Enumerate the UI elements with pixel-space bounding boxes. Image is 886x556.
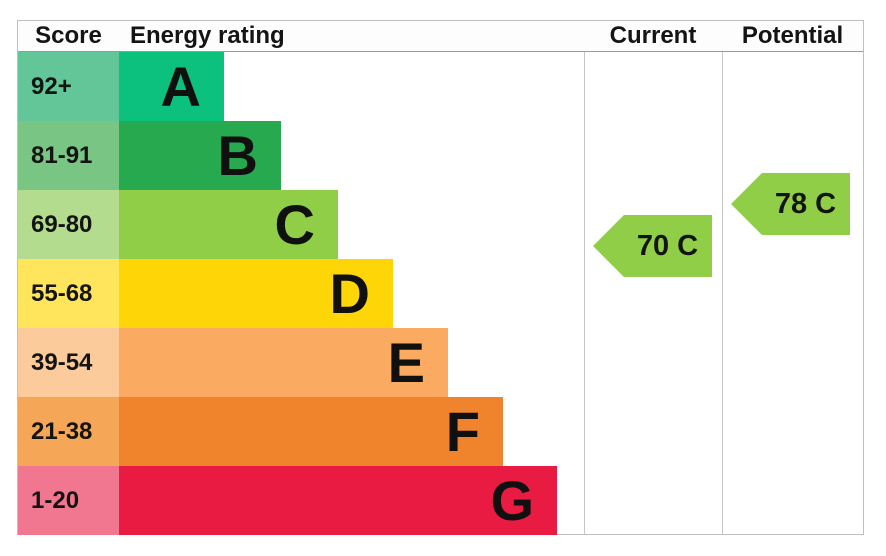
band-letter-d: D [329, 261, 370, 325]
potential-rating-label: 78 C [774, 187, 837, 220]
band-bar-d: D [119, 259, 393, 328]
score-range-g: 1-20 [18, 466, 119, 535]
band-bar-c: C [119, 190, 338, 259]
band-bar-a: A [119, 52, 224, 121]
band-bar-e: E [119, 328, 448, 397]
score-range-c: 69-80 [18, 190, 119, 259]
band-row-f: 21-38 F [18, 397, 863, 466]
header-potential: Potential [741, 22, 844, 49]
score-range-b: 81-91 [18, 121, 119, 190]
potential-column-divider [722, 21, 723, 534]
band-bar-g: G [119, 466, 557, 535]
table-header-row: Score Energy rating Current Potential [18, 21, 863, 52]
score-range-f: 21-38 [18, 397, 119, 466]
band-row-g: 1-20 G [18, 466, 863, 535]
header-current: Current [609, 22, 697, 49]
band-bar-f: F [119, 397, 503, 466]
band-letter-f: F [445, 399, 480, 463]
band-row-b: 81-91 B [18, 121, 863, 190]
band-letter-e: E [387, 330, 425, 394]
band-row-c: 69-80 C [18, 190, 863, 259]
potential-rating-arrow: 78 C [731, 173, 850, 235]
score-range-a: 92+ [18, 52, 119, 121]
band-rows: 92+ A 81-91 B 69-80 C 55-68 [18, 52, 863, 535]
score-range-e: 39-54 [18, 328, 119, 397]
header-score: Score [35, 22, 102, 49]
band-row-e: 39-54 E [18, 328, 863, 397]
score-range-d: 55-68 [18, 259, 119, 328]
band-letter-a: A [160, 54, 201, 118]
header-energy-rating: Energy rating [130, 22, 285, 49]
current-rating-label: 70 C [636, 229, 699, 262]
epc-rating-table: Score Energy rating Current Potential 92… [17, 20, 864, 535]
band-row-d: 55-68 D [18, 259, 863, 328]
band-row-a: 92+ A [18, 52, 863, 121]
band-bar-b: B [119, 121, 281, 190]
band-letter-c: C [274, 192, 315, 256]
current-column-divider [584, 21, 585, 534]
band-letter-b: B [217, 123, 258, 187]
band-letter-g: G [490, 468, 534, 532]
